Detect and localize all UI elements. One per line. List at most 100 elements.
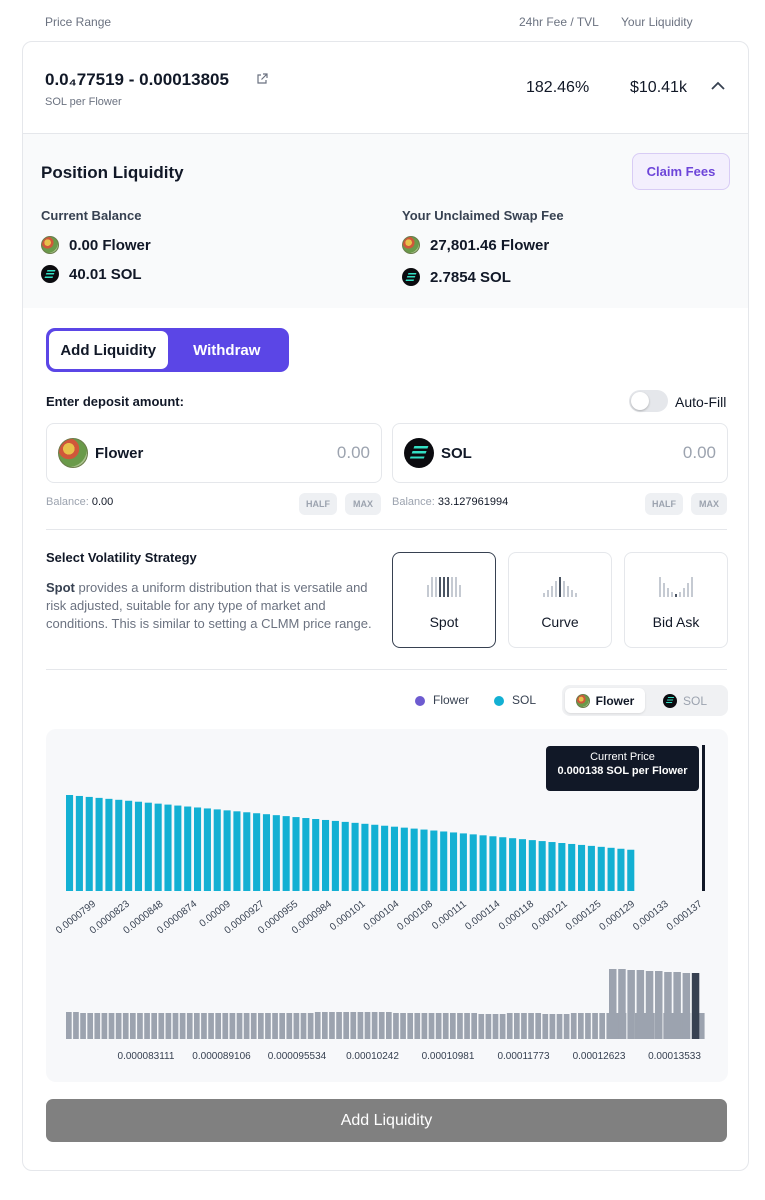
liquidity-bar <box>292 817 300 891</box>
x-tick-label: 0.000133 <box>631 898 671 933</box>
token-toggle: Flower SOL <box>562 685 728 716</box>
volume-tick-label: 0.00010981 <box>422 1051 475 1062</box>
volume-bar <box>144 1013 150 1039</box>
liquidity-bar <box>243 812 251 891</box>
divider <box>46 669 727 670</box>
volume-bar <box>250 1013 257 1039</box>
position-liquidity-title: Position Liquidity <box>41 163 184 182</box>
volume-bar <box>414 1013 421 1039</box>
x-tick-label: 0.000129 <box>597 898 637 933</box>
liquidity-bar <box>469 834 477 891</box>
liquidity-bar <box>312 819 320 891</box>
flower-balance-label: Balance: <box>46 496 89 508</box>
volume-bar <box>435 1013 442 1039</box>
volume-bar <box>172 1013 179 1039</box>
volume-bar <box>80 1013 86 1039</box>
sol-amount[interactable]: 0.00 <box>682 443 716 462</box>
unclaimed-flower-value: 27,801.46 Flower <box>430 236 550 254</box>
volume-bar <box>421 1013 428 1039</box>
sol-max-button[interactable]: MAX <box>691 493 727 515</box>
liquidity-bar <box>331 820 339 891</box>
flower-token-icon <box>58 438 88 468</box>
volume-bar <box>485 1014 492 1039</box>
volume-bar <box>122 1013 129 1039</box>
curve-shape-icon <box>543 575 577 597</box>
volume-bar <box>293 1013 300 1039</box>
auto-fill-toggle[interactable] <box>629 390 668 412</box>
volume-bar <box>73 1012 79 1039</box>
x-tick-label: 0.000104 <box>362 898 402 933</box>
volume-bar <box>698 1013 705 1039</box>
position-summary-row[interactable]: 0.0₄77519 - 0.00013805 SOL per Flower 18… <box>23 42 748 133</box>
liquidity-bar <box>607 847 615 891</box>
strategy-bid-ask[interactable]: Bid Ask <box>624 552 728 648</box>
sol-token-icon <box>402 268 420 286</box>
strategy-description-text: provides a uniform distribution that is … <box>46 580 372 631</box>
your-liquidity-header: Your Liquidity <box>621 15 693 29</box>
volume-bar <box>115 1013 122 1039</box>
volume-bar <box>87 1013 94 1039</box>
volume-bar <box>343 1012 350 1039</box>
volume-bar <box>642 1013 648 1039</box>
spot-shape-icon <box>427 575 461 597</box>
auto-fill-label: Auto-Fill <box>675 394 727 410</box>
flower-legend-dot <box>415 695 425 706</box>
volume-bar <box>592 1013 598 1039</box>
sol-half-button[interactable]: HALF <box>645 493 683 515</box>
toggle-sol[interactable]: SOL <box>645 688 725 713</box>
x-tick-label: 0.000111 <box>430 898 469 932</box>
liquidity-bar <box>125 800 133 891</box>
liquidity-bar <box>459 833 467 891</box>
claim-fees-button[interactable]: Claim Fees <box>632 153 730 190</box>
toggle-flower[interactable]: Flower <box>565 688 645 713</box>
chevron-up-icon[interactable] <box>711 81 725 90</box>
tab-add-liquidity[interactable]: Add Liquidity <box>49 331 168 369</box>
liquidity-bar <box>144 802 152 891</box>
sol-legend-dot <box>494 695 504 706</box>
liquidity-bar <box>85 796 93 891</box>
liquidity-bar <box>184 806 192 891</box>
sol-deposit-input[interactable]: SOL 0.00 <box>392 423 728 483</box>
volume-bar-recent <box>682 973 691 1039</box>
liquidity-bar <box>322 819 330 891</box>
liquidity-chart[interactable]: 0.0000799 0.0000823 0.0000848 0.0000874 0.00… <box>46 729 728 1082</box>
volume-tick-label: 0.000083111 <box>118 1051 175 1062</box>
flower-deposit-input[interactable]: Flower 0.00 <box>46 423 382 483</box>
liquidity-bar <box>479 835 487 891</box>
position-card: 0.0₄77519 - 0.00013805 SOL per Flower 18… <box>22 41 749 1171</box>
sol-balance-label: Balance: <box>392 496 435 508</box>
liquidity-bar <box>253 813 261 891</box>
balance-flower-value: 0.00 Flower <box>69 236 151 254</box>
add-liquidity-button[interactable]: Add Liquidity <box>46 1099 727 1142</box>
volume-bar <box>428 1013 435 1039</box>
liquidity-bar <box>558 843 566 891</box>
deposit-label: Enter deposit amount: <box>46 394 184 409</box>
flower-max-button[interactable]: MAX <box>345 493 381 515</box>
liquidity-bar <box>95 797 103 891</box>
volume-bar-recent <box>645 971 654 1039</box>
flower-token-icon <box>402 236 420 254</box>
volume-bar <box>222 1013 229 1039</box>
volume-bar <box>478 1014 485 1039</box>
fee-tvl-value: 182.46% <box>526 79 590 96</box>
strategy-spot[interactable]: Spot <box>392 552 496 648</box>
unclaimed-fee-label: Your Unclaimed Swap Fee <box>402 208 564 223</box>
liquidity-bar <box>518 839 527 891</box>
volume-bar-recent <box>627 970 635 1039</box>
toggle-flower-label: Flower <box>595 693 635 708</box>
x-tick-label: 0.000101 <box>328 898 368 933</box>
volume-bar <box>314 1012 321 1039</box>
strategy-curve[interactable]: Curve <box>508 552 612 648</box>
flower-half-button[interactable]: HALF <box>299 493 337 515</box>
flower-amount[interactable]: 0.00 <box>336 443 370 462</box>
legend-sol: SOL <box>494 693 536 707</box>
liquidity-bar <box>509 838 517 891</box>
unclaimed-sol-value: 2.7854 SOL <box>430 268 511 286</box>
external-link-icon[interactable] <box>256 73 268 85</box>
flower-token-name: Flower <box>95 444 144 462</box>
price-range-value: 0.0₄77519 - 0.00013805 <box>45 70 229 89</box>
volume-bar <box>407 1013 414 1039</box>
tab-withdraw[interactable]: Withdraw <box>193 341 261 359</box>
liquidity-bar <box>223 810 231 891</box>
liquidity-bar <box>410 828 418 891</box>
